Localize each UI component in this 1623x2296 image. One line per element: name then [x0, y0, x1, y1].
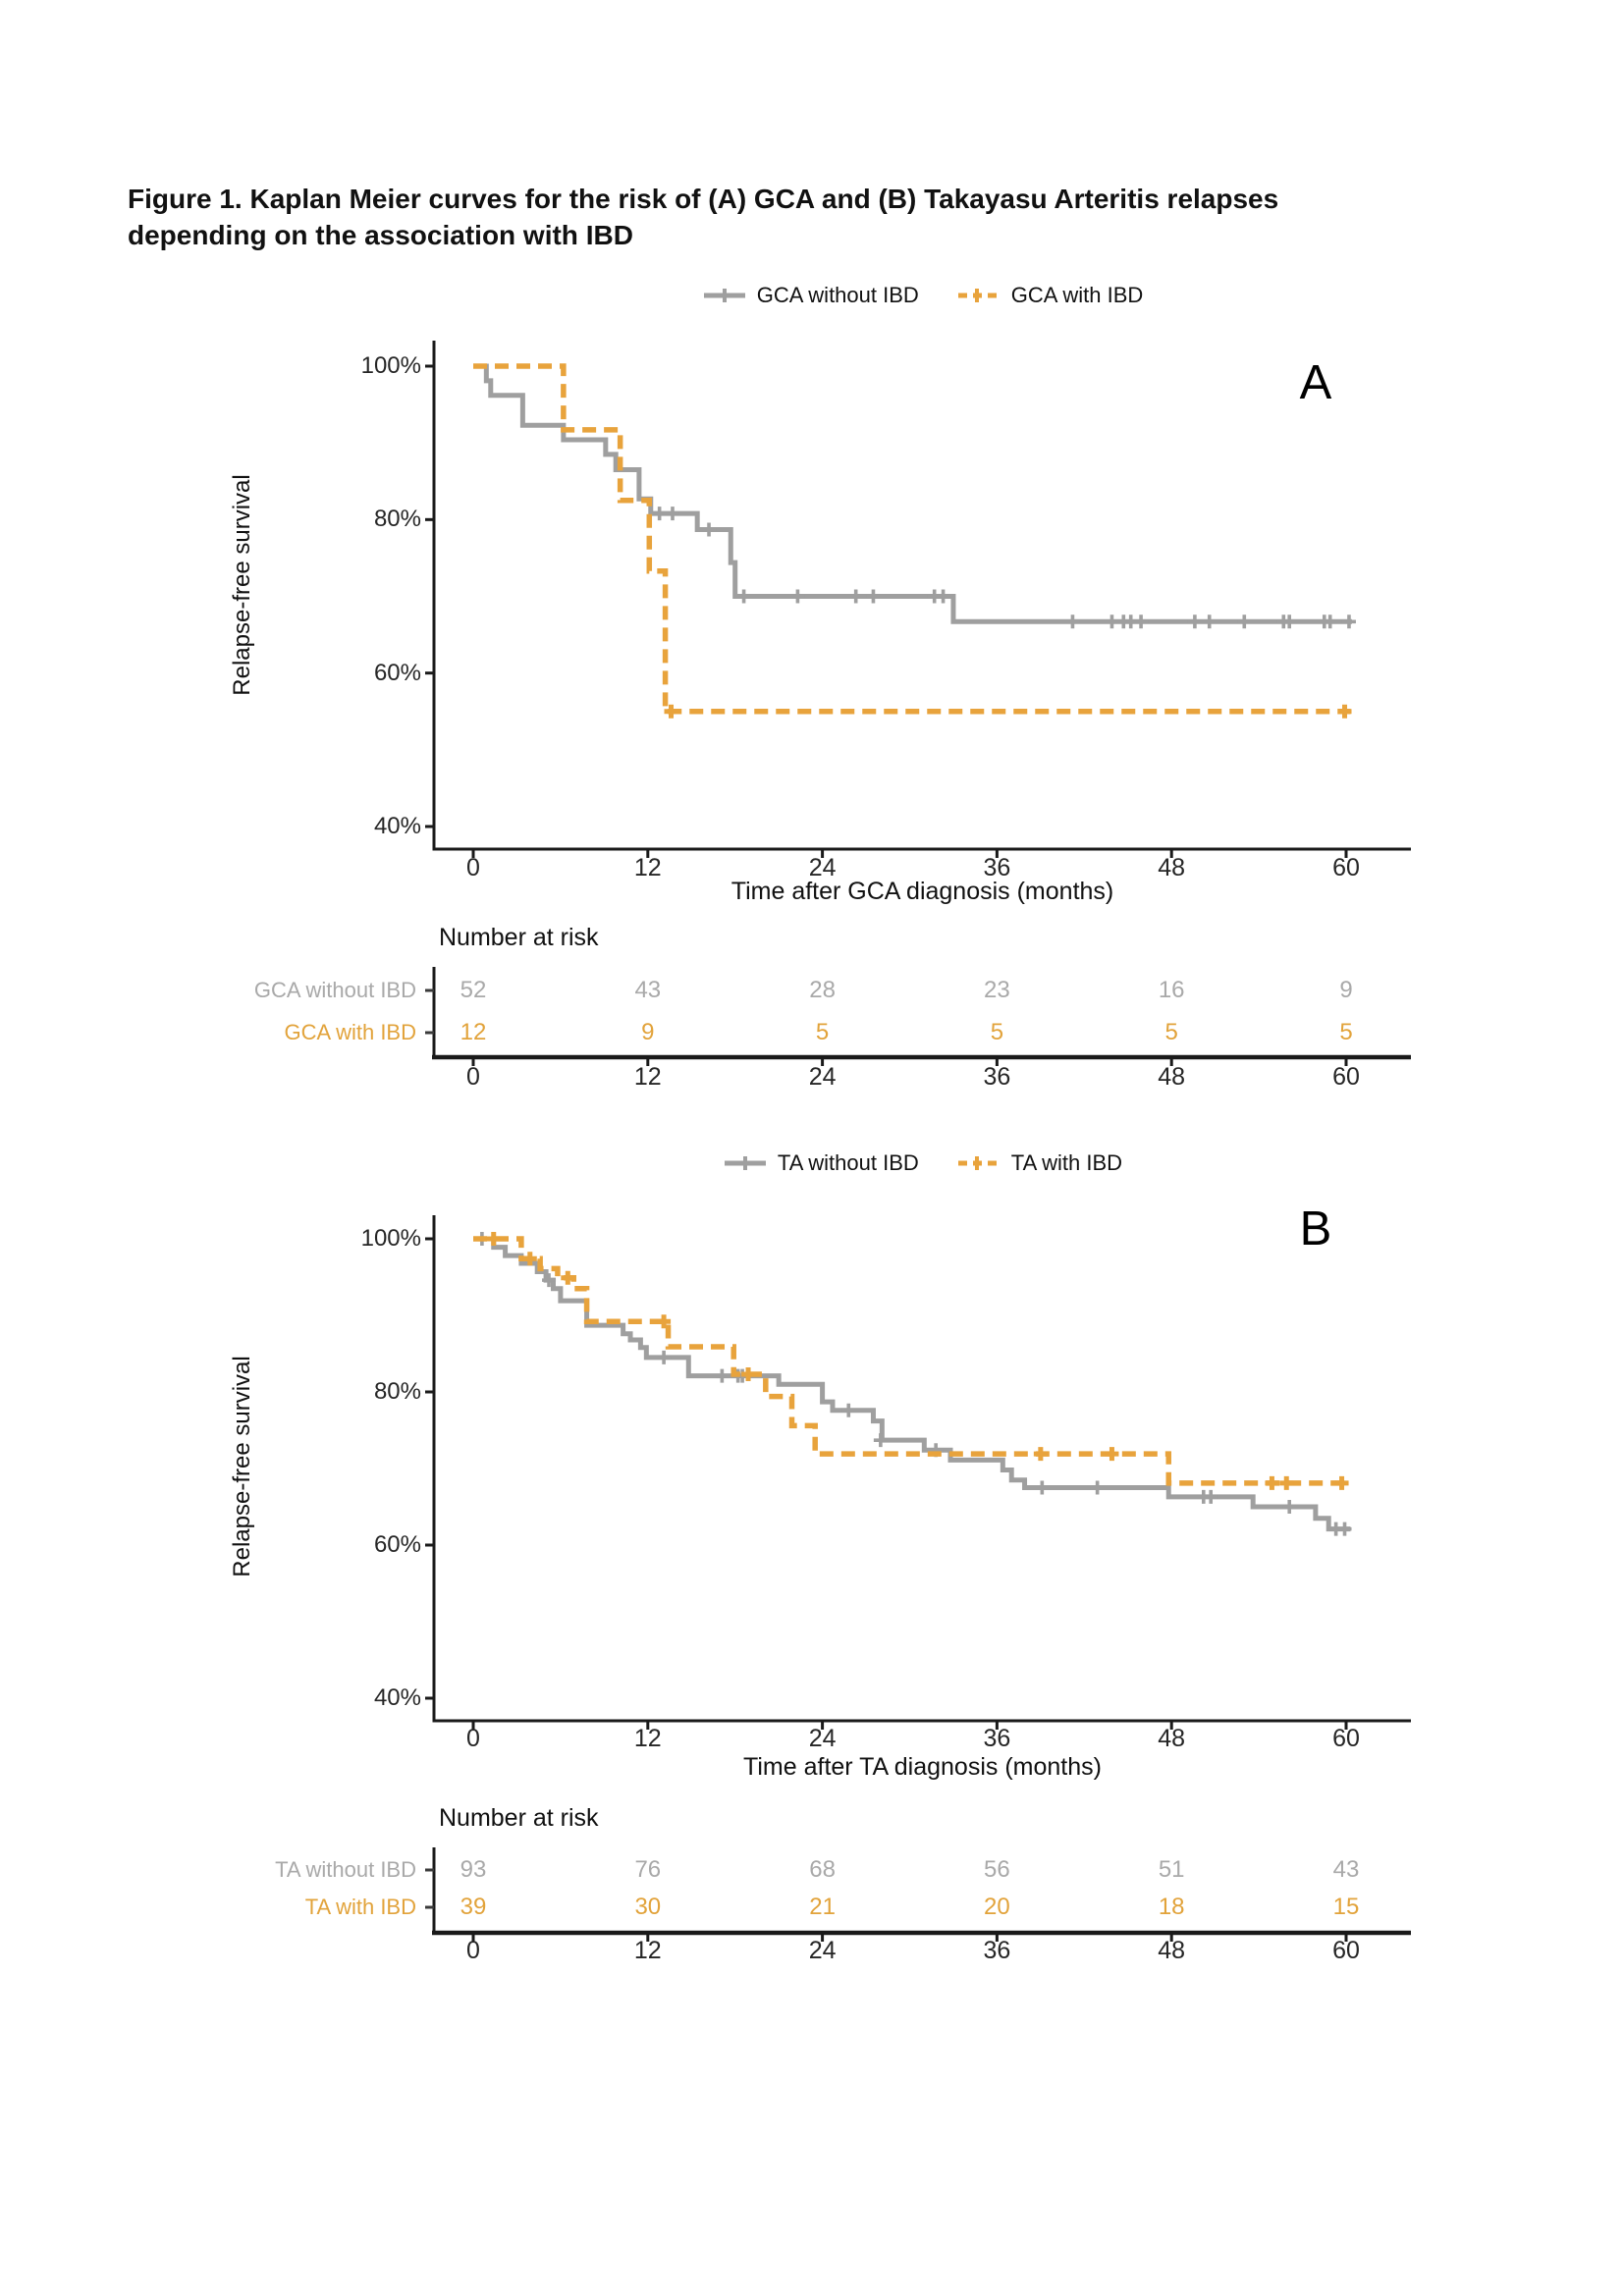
risk-x-tick-label: 24: [808, 1063, 837, 1091]
number-at-risk-title-panel-a: Number at risk: [439, 924, 599, 951]
risk-count: 5: [990, 1019, 1004, 1045]
legend-label-ta-without-ibd: TA without IBD: [777, 1150, 919, 1175]
risk-x-tick-label: 36: [983, 1063, 1011, 1091]
survival-curve-ta-with-ibd: [473, 1236, 1349, 1486]
y-tick-label: 80%: [373, 506, 421, 533]
x-tick-label: 36: [983, 1725, 1011, 1752]
risk-x-tick-label: 60: [1332, 1937, 1360, 1964]
x-tick-label: 24: [808, 1725, 837, 1752]
censor-marks-gca-with-ibd: [664, 704, 1352, 719]
risk-x-tick-label: 24: [808, 1937, 837, 1964]
legend-item-ta-without-ibd: TA without IBD: [723, 1150, 919, 1176]
risk-x-tick-label: 0: [466, 1063, 480, 1091]
risk-count: 30: [634, 1894, 662, 1920]
risk-count: 56: [984, 1856, 1010, 1883]
solid-line-plus-key-icon: [724, 1156, 766, 1170]
risk-count: 20: [984, 1894, 1010, 1920]
y-tick-label: 40%: [373, 813, 421, 839]
x-tick-label: 36: [983, 854, 1011, 881]
risk-count: 52: [460, 977, 487, 1003]
figure-title: Figure 1. Kaplan Meier curves for the ri…: [128, 181, 1345, 253]
x-tick-label: 48: [1158, 1725, 1186, 1752]
y-tick-label: 40%: [373, 1684, 421, 1711]
risk-x-tick-label: 48: [1158, 1937, 1186, 1964]
risk-x-tick-label: 48: [1158, 1063, 1186, 1091]
figure-title-line-2: depending on the association with IBD: [128, 220, 633, 250]
risk-count: 5: [1339, 1019, 1353, 1045]
risk-count: 93: [460, 1856, 487, 1883]
risk-count: 43: [634, 977, 662, 1003]
legend-item-gca-without-ibd: GCA without IBD: [702, 283, 919, 308]
x-tick-label: 0: [466, 1725, 480, 1752]
risk-x-tick-label: 12: [633, 1063, 662, 1091]
panel-b-axes: [425, 1215, 1411, 1942]
risk-x-tick-label: 12: [633, 1937, 662, 1964]
risk-count: 43: [1332, 1856, 1360, 1883]
x-axis-title-panel-b: Time after TA diagnosis (months): [743, 1753, 1102, 1781]
y-tick-label: 60%: [373, 1531, 421, 1558]
risk-count: 23: [984, 977, 1010, 1003]
legend-panel-b: TA without IBD TA with IBD: [434, 1150, 1411, 1176]
x-tick-label: 12: [633, 1725, 662, 1752]
risk-count: 21: [809, 1894, 836, 1920]
risk-count: 9: [641, 1019, 655, 1045]
censor-marks-gca-without-ibd: [652, 507, 1356, 629]
survival-curve-ta-without-ibd: [473, 1236, 1351, 1532]
risk-count: 39: [460, 1894, 487, 1920]
y-tick-label: 60%: [373, 659, 421, 686]
y-tick-label: 100%: [360, 352, 421, 379]
y-tick-label: 100%: [360, 1225, 421, 1252]
risk-row-label-gca-without-ibd: GCA without IBD: [253, 978, 416, 1002]
risk-count: 16: [1158, 977, 1185, 1003]
panel-a-axes: [425, 341, 1411, 1066]
x-axis-title-panel-a: Time after GCA diagnosis (months): [730, 878, 1114, 905]
panel-letter-b: B: [1299, 1202, 1332, 1255]
censor-marks-ta-with-ibd: [486, 1232, 1349, 1490]
solid-line-plus-key-icon: [703, 289, 745, 302]
y-tick-label: 80%: [373, 1378, 421, 1405]
risk-count: 12: [460, 1019, 487, 1045]
x-tick-label: 12: [633, 854, 662, 881]
legend-panel-a: GCA without IBD GCA with IBD: [434, 283, 1411, 308]
legend-label-ta-with-ibd: TA with IBD: [1010, 1150, 1123, 1175]
dashed-line-plus-key-icon: [957, 289, 1000, 302]
risk-count: 68: [809, 1856, 836, 1883]
risk-x-tick-label: 36: [983, 1937, 1011, 1964]
risk-row-label-ta-with-ibd: TA with IBD: [304, 1895, 416, 1919]
risk-count: 51: [1158, 1856, 1185, 1883]
risk-count: 9: [1339, 977, 1353, 1003]
risk-row-label-ta-without-ibd: TA without IBD: [275, 1857, 416, 1882]
legend-label-gca-without-ibd: GCA without IBD: [756, 283, 919, 307]
risk-count: 76: [634, 1856, 662, 1883]
risk-count: 5: [815, 1019, 830, 1045]
legend-item-gca-with-ibd: GCA with IBD: [956, 283, 1143, 308]
y-axis-title-panel-b: Relapse-free survival: [229, 1356, 255, 1577]
x-tick-label: 60: [1332, 1725, 1360, 1752]
risk-x-tick-label: 60: [1332, 1063, 1360, 1091]
risk-count: 28: [809, 977, 836, 1003]
risk-row-label-gca-with-ibd: GCA with IBD: [284, 1020, 416, 1044]
y-axis-title-panel-a: Relapse-free survival: [229, 474, 255, 696]
x-tick-label: 24: [808, 854, 837, 881]
risk-x-tick-label: 0: [466, 1937, 480, 1964]
censor-marks-ta-without-ibd: [474, 1232, 1352, 1536]
number-at-risk-title-panel-b: Number at risk: [439, 1804, 599, 1832]
x-tick-label: 0: [466, 854, 480, 881]
risk-count: 18: [1158, 1894, 1185, 1920]
survival-curve-gca-with-ibd: [473, 363, 1351, 715]
figure-title-line-1: Figure 1. Kaplan Meier curves for the ri…: [128, 184, 1279, 214]
survival-curve-gca-without-ibd: [473, 363, 1352, 624]
x-tick-label: 48: [1158, 854, 1186, 881]
risk-count: 15: [1332, 1894, 1360, 1920]
legend-item-ta-with-ibd: TA with IBD: [956, 1150, 1122, 1176]
x-tick-label: 60: [1332, 854, 1360, 881]
risk-count: 5: [1164, 1019, 1178, 1045]
legend-label-gca-with-ibd: GCA with IBD: [1010, 283, 1144, 307]
dashed-line-plus-key-icon: [957, 1156, 1000, 1170]
panel-letter-a: A: [1299, 356, 1332, 409]
